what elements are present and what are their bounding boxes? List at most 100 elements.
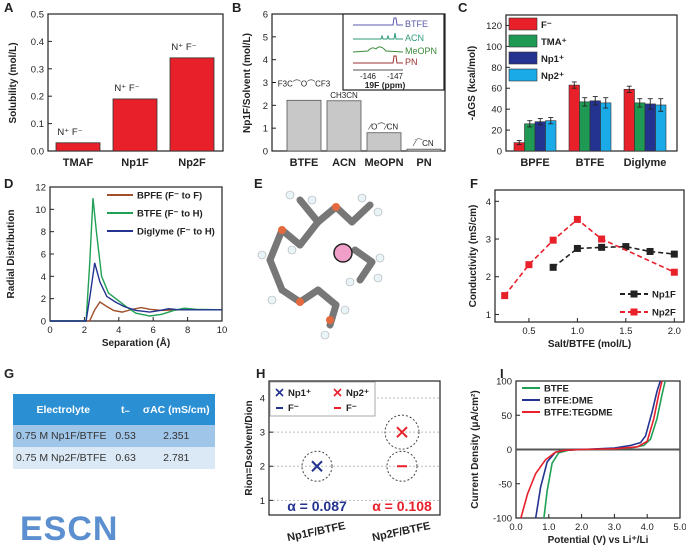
category-label: TMAF	[63, 157, 94, 169]
hydrogen-atom	[257, 250, 267, 260]
error-bar	[537, 118, 543, 126]
series-line	[50, 262, 222, 322]
data-marker-x	[396, 426, 408, 438]
y-tick-label: 3	[263, 78, 268, 89]
bond	[348, 201, 374, 226]
category-label: MeOPN	[364, 157, 403, 169]
x-tick-label: 4	[116, 325, 121, 336]
inset-legend-label: MeOPN	[405, 46, 437, 56]
bond	[356, 258, 376, 284]
series-line	[552, 245, 675, 268]
x-tick-label: 2.0	[668, 326, 681, 337]
fluoride-ion	[333, 243, 353, 263]
inset-legend-label: ACN	[405, 33, 424, 43]
y-axis-label: Current Density (μA/cm²)	[470, 390, 481, 508]
molecular-structure	[257, 190, 385, 340]
bar	[286, 99, 322, 152]
x-axis-label: Separation (Å)	[102, 336, 170, 349]
error-bar	[658, 98, 664, 112]
data-marker-x	[311, 460, 323, 472]
error-bar	[647, 98, 653, 110]
alpha-annotation: α = 0.087	[287, 498, 347, 514]
y-tick-label: 3	[260, 428, 265, 439]
legend-swatch	[508, 68, 538, 82]
bar	[169, 57, 215, 152]
legend-label: BTFE:DME	[544, 396, 593, 407]
hydrogen-atom	[267, 295, 277, 305]
y-tick-label: 50	[501, 411, 512, 422]
oxygen-atom	[278, 226, 286, 234]
bar	[534, 121, 546, 152]
legend-label: Np2⁺	[541, 71, 564, 82]
x-tick-label: 8	[185, 325, 190, 336]
inset-spectrum-line	[353, 32, 403, 40]
x-tick-label: 2	[82, 325, 87, 336]
y-tick-label: 4	[486, 197, 491, 208]
data-point	[598, 243, 606, 251]
data-point	[598, 235, 606, 243]
y-tick-label: 0.3	[31, 64, 44, 75]
legend-label: BTFE	[544, 384, 569, 395]
y-tick-label: 1	[486, 310, 491, 321]
legend-marker-x	[275, 388, 284, 397]
y-tick-label: -100	[493, 514, 512, 525]
panel-f-frame	[494, 189, 685, 323]
error-bar	[637, 98, 643, 108]
data-point	[646, 247, 654, 255]
legend-label: F⁻	[288, 403, 299, 414]
structure-label: CH3CN	[330, 91, 358, 100]
x-tick-label: 2.0	[575, 522, 588, 533]
y-tick-label: 1	[263, 124, 268, 135]
y-tick-label: 12	[35, 183, 46, 194]
x-axis-label: Salt/BTFE (mol/L)	[548, 339, 631, 350]
x-tick-label: 0.0	[509, 522, 522, 533]
bar	[366, 132, 402, 152]
oxygen-atom	[332, 203, 340, 211]
y-tick-label: 8	[41, 227, 46, 238]
x-tick-label: 4.0	[641, 522, 654, 533]
legend-marker-x	[333, 388, 342, 397]
error-bar	[548, 117, 554, 125]
bar	[112, 98, 158, 152]
hydrogen-atom	[285, 190, 295, 200]
panel-label: H	[256, 366, 265, 381]
panel-label: B	[232, 0, 241, 15]
x-tick-label: 0.5	[522, 326, 535, 337]
y-tick-label: -50	[498, 479, 512, 490]
inset-spectrum-line	[353, 17, 403, 26]
column-header-conductivity: σAC (mS/cm)	[137, 394, 215, 425]
panel-label: F	[470, 176, 478, 191]
cell-transference: 0.63	[113, 447, 138, 469]
y-tick-label: 0	[263, 147, 268, 158]
hydrogen-atom	[345, 277, 355, 287]
y-tick-label: 0	[507, 445, 512, 456]
bond	[266, 256, 286, 294]
legend-label: BPFE (F⁻ to F)	[137, 191, 202, 202]
hydrogen-atom	[287, 245, 297, 255]
x-tick-label: 1.0	[542, 522, 555, 533]
data-point	[573, 215, 581, 223]
bar	[579, 101, 591, 152]
hydrogen-atom	[373, 273, 383, 283]
category-label: BTFE	[290, 157, 319, 169]
bond	[296, 218, 322, 249]
y-tick-label: 2	[41, 294, 46, 305]
category-label: ACN	[332, 157, 356, 169]
y-tick-label: 0.2	[31, 92, 44, 103]
x-tick-label: 0	[47, 325, 52, 336]
inset-x-axis-label: 19F (ppm)	[365, 80, 406, 90]
error-bar	[582, 97, 588, 107]
inset-spectrum-line	[353, 55, 403, 64]
bar	[568, 84, 580, 152]
hydrogen-atom	[375, 253, 385, 263]
inset-legend-label: BTFE	[405, 19, 428, 29]
panel-label: C	[458, 0, 468, 15]
x-tick-label: 5.0	[673, 522, 686, 533]
bar	[406, 148, 442, 152]
table-header-row: Electrolyte t₋ σAC (mS/cm)	[13, 394, 215, 425]
bar	[589, 100, 601, 152]
y-tick-label: 100	[486, 42, 502, 53]
data-point	[573, 244, 581, 252]
data-point	[670, 268, 678, 276]
